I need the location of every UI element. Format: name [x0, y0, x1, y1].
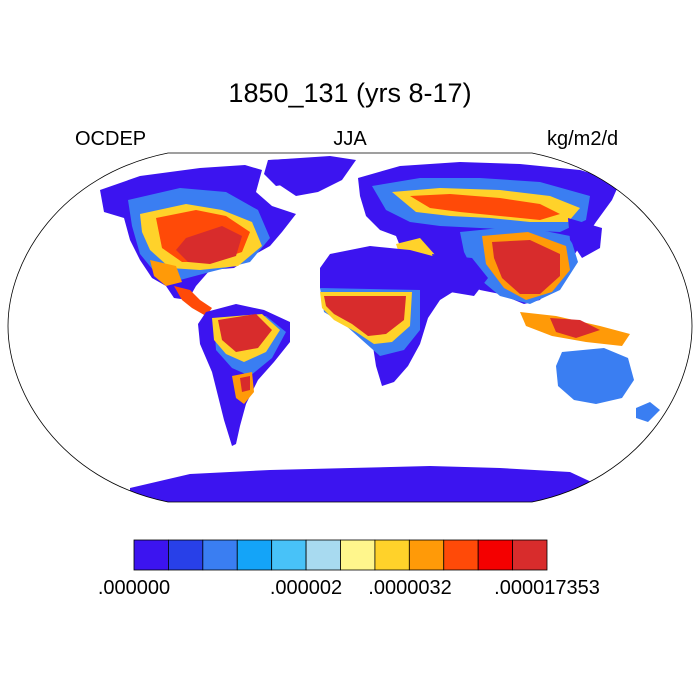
season-label: JJA [333, 128, 367, 150]
colorbar-swatch [512, 539, 548, 571]
variable-label: OCDEP [75, 128, 147, 150]
colorbar-swatch [202, 539, 238, 571]
colorbar-swatch [133, 539, 169, 571]
colorbar-swatch [443, 539, 479, 571]
colorbar-swatch [271, 539, 307, 571]
new-zealand [636, 402, 660, 422]
colorbar-label-4: .000017353 [494, 577, 600, 599]
colorbar-swatch [236, 539, 273, 571]
colorbar-swatch [305, 539, 341, 571]
colorbar [133, 539, 548, 571]
south-america [198, 304, 290, 446]
colorbar-swatch [374, 539, 410, 571]
southeast-asia [520, 312, 630, 346]
colorbar-swatch [477, 539, 513, 571]
greenland [270, 156, 356, 196]
colorbar-label-2: .000002 [269, 577, 343, 599]
antarctica [130, 466, 600, 502]
colorbar-swatch [408, 539, 445, 571]
globe-outline [7, 152, 693, 503]
colorbar-swatch [340, 539, 376, 571]
africa [320, 246, 488, 386]
north-america [100, 158, 320, 300]
map-title: 1850_131 (yrs 8-17) [228, 78, 472, 108]
units-label: kg/m2/d [547, 128, 619, 150]
colorbar-swatch [168, 539, 204, 571]
central-america [174, 286, 212, 316]
australia [556, 348, 634, 404]
colorbar-label-3: .0000032 [368, 577, 452, 599]
colorbar-label-1: .000000 [97, 577, 171, 599]
